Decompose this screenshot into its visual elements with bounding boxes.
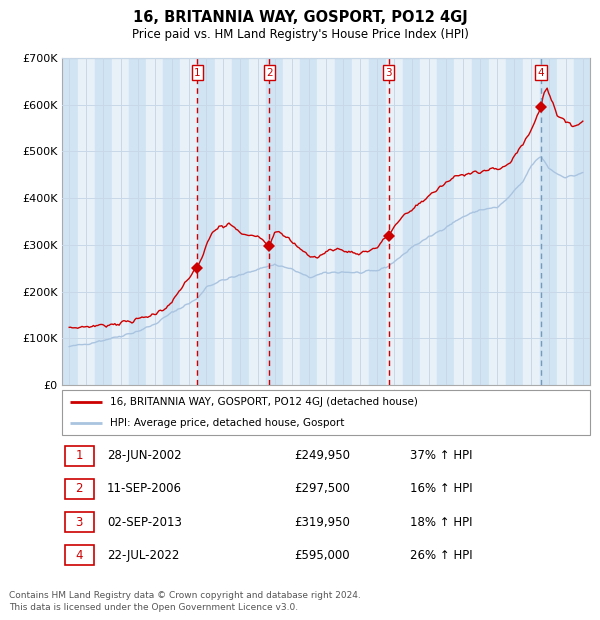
Text: 2: 2	[76, 482, 83, 495]
Text: 28-JUN-2002: 28-JUN-2002	[107, 449, 182, 462]
Bar	[163, 58, 181, 385]
Text: Contains HM Land Registry data © Crown copyright and database right 2024.
This d: Contains HM Land Registry data © Crown c…	[9, 591, 361, 612]
Bar	[335, 58, 352, 385]
Text: 1: 1	[194, 68, 201, 78]
Text: 18% ↑ HPI: 18% ↑ HPI	[410, 516, 473, 529]
Text: 3: 3	[76, 516, 83, 529]
Text: 26% ↑ HPI: 26% ↑ HPI	[410, 549, 473, 562]
Bar	[454, 58, 472, 385]
Bar	[352, 58, 369, 385]
Bar	[506, 58, 523, 385]
Text: HPI: Average price, detached house, Gosport: HPI: Average price, detached house, Gosp…	[110, 418, 344, 428]
Bar	[403, 58, 420, 385]
Bar	[523, 58, 540, 385]
Text: 11-SEP-2006: 11-SEP-2006	[107, 482, 182, 495]
Bar	[61, 58, 78, 385]
Bar	[249, 58, 266, 385]
Text: 4: 4	[538, 68, 544, 78]
Text: 22-JUL-2022: 22-JUL-2022	[107, 549, 179, 562]
Bar	[437, 58, 454, 385]
Bar	[420, 58, 437, 385]
Bar	[283, 58, 301, 385]
Text: 3: 3	[386, 68, 392, 78]
Bar	[386, 58, 403, 385]
Bar	[540, 58, 557, 385]
Bar	[146, 58, 163, 385]
Text: 16, BRITANNIA WAY, GOSPORT, PO12 4GJ: 16, BRITANNIA WAY, GOSPORT, PO12 4GJ	[133, 10, 467, 25]
Bar	[112, 58, 129, 385]
Text: £249,950: £249,950	[295, 449, 350, 462]
FancyBboxPatch shape	[65, 512, 94, 532]
Bar	[181, 58, 197, 385]
Text: 4: 4	[76, 549, 83, 562]
Bar	[197, 58, 215, 385]
FancyBboxPatch shape	[65, 546, 94, 565]
FancyBboxPatch shape	[62, 390, 590, 435]
Text: 37% ↑ HPI: 37% ↑ HPI	[410, 449, 473, 462]
Bar	[317, 58, 335, 385]
FancyBboxPatch shape	[65, 446, 94, 466]
Bar	[472, 58, 488, 385]
Bar	[557, 58, 574, 385]
Text: 02-SEP-2013: 02-SEP-2013	[107, 516, 182, 529]
Text: 16% ↑ HPI: 16% ↑ HPI	[410, 482, 473, 495]
Text: Price paid vs. HM Land Registry's House Price Index (HPI): Price paid vs. HM Land Registry's House …	[131, 28, 469, 41]
Text: 2: 2	[266, 68, 272, 78]
Bar	[129, 58, 146, 385]
Bar	[78, 58, 95, 385]
Bar	[215, 58, 232, 385]
Bar	[574, 58, 592, 385]
FancyBboxPatch shape	[65, 479, 94, 499]
Bar	[95, 58, 112, 385]
Text: 1: 1	[76, 449, 83, 462]
Bar	[232, 58, 249, 385]
Bar	[369, 58, 386, 385]
Bar	[301, 58, 317, 385]
Bar	[488, 58, 506, 385]
Text: 16, BRITANNIA WAY, GOSPORT, PO12 4GJ (detached house): 16, BRITANNIA WAY, GOSPORT, PO12 4GJ (de…	[110, 397, 418, 407]
Text: £595,000: £595,000	[295, 549, 350, 562]
Text: £319,950: £319,950	[295, 516, 350, 529]
Text: £297,500: £297,500	[295, 482, 350, 495]
Bar	[266, 58, 283, 385]
